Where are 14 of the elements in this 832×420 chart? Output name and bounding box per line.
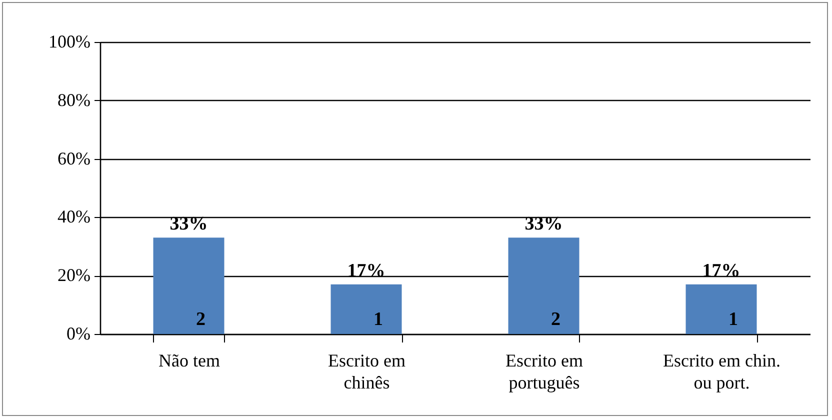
annotation: 1 [374,309,383,330]
y-tick-label: 20% [58,265,90,286]
annotation: 2 [196,309,206,330]
y-tick-label: 80% [58,90,90,110]
y-tick-label: 60% [58,148,90,168]
annotation: 1 [728,309,738,330]
x-tick-label: Escrito em português [506,350,583,392]
x-tick-label: Não tem [158,350,220,370]
annotation: 2 [551,309,560,330]
y-tick-label: 100% [48,32,90,52]
y-tick-label: 0% [66,324,90,344]
x-tick-label: Escrito em chin. ou port. [663,350,780,392]
y-tick-label: 40% [58,206,90,227]
x-tick-label: Escrito em chinês [328,350,406,392]
